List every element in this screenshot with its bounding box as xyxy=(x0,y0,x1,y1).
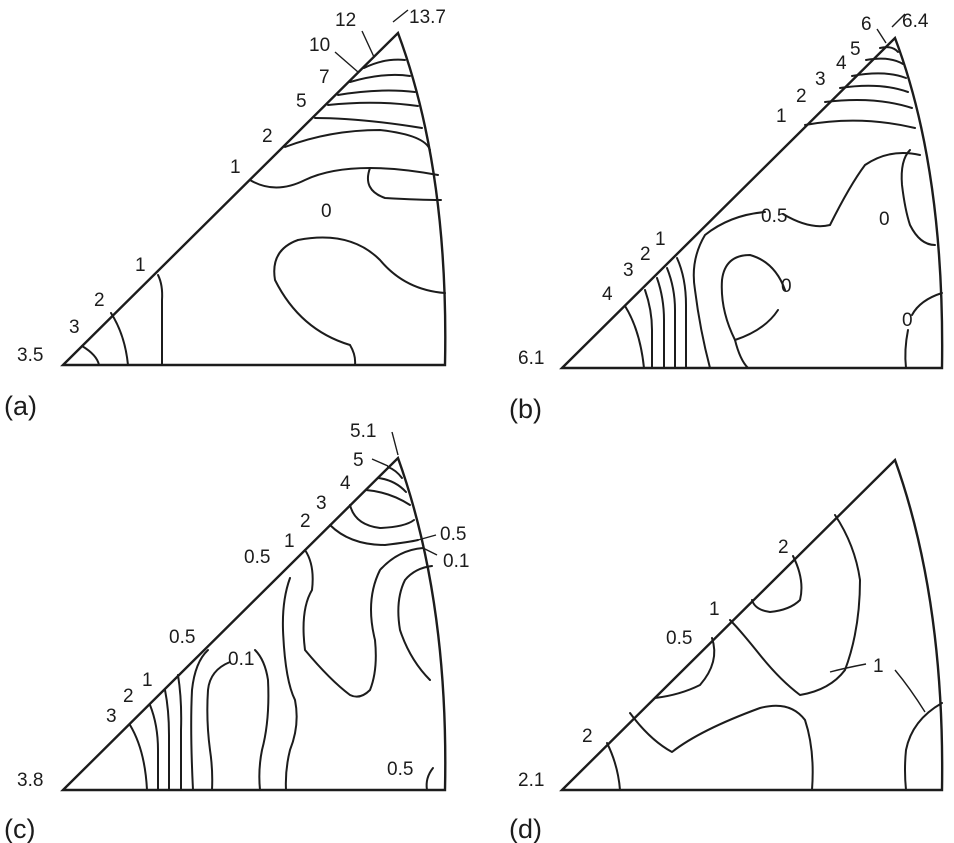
stereographic-triangle xyxy=(559,457,944,792)
contour-label: 0 xyxy=(902,310,913,331)
contour-label: 0 xyxy=(781,276,792,297)
leader-lines xyxy=(371,431,438,556)
contour-label: 5 xyxy=(296,91,307,112)
leader-lines xyxy=(334,9,409,73)
panel-c: 5.1 5 4 3 2 1 0.5 0.5 0.1 0.5 0.1 1 2 3 … xyxy=(4,421,469,843)
contour-label: 0.5 xyxy=(761,206,787,227)
contour-label: 1 xyxy=(284,531,295,552)
contour-label: 3 xyxy=(106,706,117,727)
contour-label: 2 xyxy=(778,537,789,558)
contour-label: 6.1 xyxy=(518,348,544,369)
contour-label: 1 xyxy=(873,656,884,677)
contour-label: 0 xyxy=(879,209,890,230)
contour-label: 0 xyxy=(321,201,332,222)
leader-lines xyxy=(876,13,906,44)
contour-label: 6 xyxy=(861,14,872,35)
stereographic-triangle xyxy=(60,30,447,367)
contour-label: 2 xyxy=(796,86,807,107)
contour-labels: 6.4 6 5 4 3 2 1 0.5 0 0 1 2 3 4 0 6.1 xyxy=(518,11,929,369)
contour-label: 2 xyxy=(123,686,134,707)
contour-labels: 5.1 5 4 3 2 1 0.5 0.5 0.1 0.5 0.1 1 2 3 … xyxy=(17,421,469,791)
contour-label: 3.8 xyxy=(17,770,43,791)
contour-label: 2 xyxy=(300,511,311,532)
contour-lines xyxy=(606,514,943,791)
contour-label: 5 xyxy=(850,39,861,60)
contour-label: 1 xyxy=(135,255,146,276)
panel-b: 6.4 6 5 4 3 2 1 0.5 0 0 1 2 3 4 0 6.1 (b… xyxy=(509,11,944,424)
contour-label: 2 xyxy=(582,726,593,747)
contour-label: 5 xyxy=(353,450,364,471)
contour-label: 2 xyxy=(640,244,651,265)
contour-label: 3 xyxy=(69,317,80,338)
contour-label: 4 xyxy=(602,284,613,305)
contour-label: 1 xyxy=(655,229,666,250)
contour-lines xyxy=(81,58,446,366)
panel-tag: (c) xyxy=(4,814,35,843)
stereographic-triangle xyxy=(60,455,447,792)
panel-a: 13.7 12 10 7 5 2 1 0 1 2 3 3.5 (a) xyxy=(4,7,447,421)
contour-label: 4 xyxy=(340,473,351,494)
contour-label: 2 xyxy=(262,126,273,147)
stereographic-triangle xyxy=(559,35,944,370)
contour-label: 1 xyxy=(142,670,153,691)
contour-label: 2.1 xyxy=(518,770,544,791)
contour-label: 2 xyxy=(94,290,105,311)
panel-tag: (b) xyxy=(509,394,542,424)
contour-label: 3.5 xyxy=(17,345,43,366)
contour-label: 13.7 xyxy=(409,7,446,28)
contour-label: 0.1 xyxy=(228,649,254,670)
contour-lines xyxy=(624,46,943,369)
panel-d: 2 1 0.5 1 2 2.1 (d) xyxy=(509,457,944,843)
contour-label: 12 xyxy=(335,10,356,31)
contour-label: 0.5 xyxy=(666,628,692,649)
contour-label: 10 xyxy=(309,35,330,56)
contour-label: 3 xyxy=(623,260,634,281)
contour-label: 3 xyxy=(815,69,826,90)
contour-label: 1 xyxy=(230,157,241,178)
leader-lines xyxy=(829,663,926,713)
contour-lines xyxy=(129,466,434,791)
contour-label: 0.5 xyxy=(440,524,466,545)
contour-label: 6.4 xyxy=(902,11,929,32)
contour-labels: 13.7 12 10 7 5 2 1 0 1 2 3 3.5 xyxy=(17,7,446,366)
panel-tag: (d) xyxy=(509,814,542,843)
contour-label: 4 xyxy=(836,53,847,74)
contour-labels: 2 1 0.5 1 2 2.1 xyxy=(518,537,884,791)
contour-label: 0.1 xyxy=(443,551,469,572)
contour-label: 3 xyxy=(316,493,327,514)
contour-label: 5.1 xyxy=(350,421,376,442)
contour-label: 0.5 xyxy=(244,547,270,568)
panel-tag: (a) xyxy=(4,391,37,421)
contour-label: 0.5 xyxy=(387,759,413,780)
contour-label: 0.5 xyxy=(169,627,195,648)
contour-label: 1 xyxy=(709,599,720,620)
contour-label: 7 xyxy=(319,67,330,88)
contour-label: 1 xyxy=(776,106,787,127)
